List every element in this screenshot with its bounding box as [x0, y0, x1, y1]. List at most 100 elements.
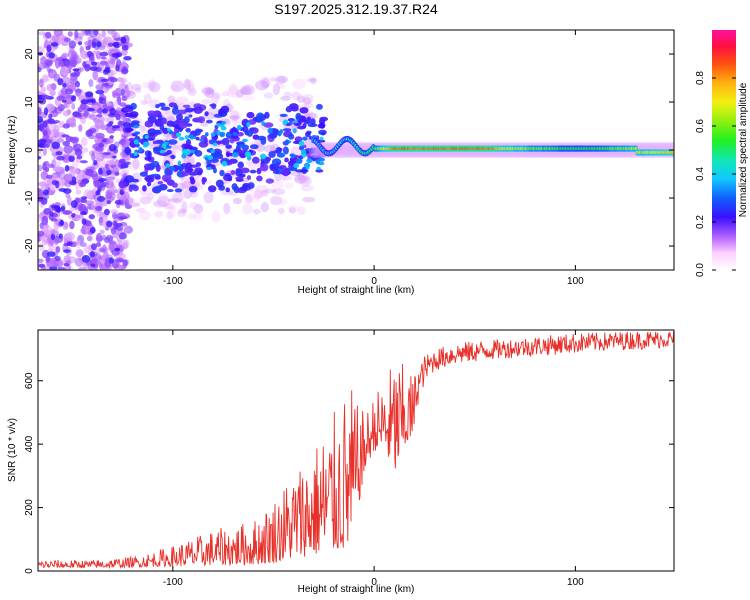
spectral-blob [97, 255, 103, 260]
spectral-blob [54, 255, 61, 262]
spectral-blob [215, 179, 224, 188]
spectrogram-x-tick-label: -100 [163, 276, 183, 287]
spectral-blob [167, 139, 178, 145]
spectral-blob [270, 76, 277, 82]
spectral-blob [104, 163, 109, 169]
spectral-blob [294, 174, 307, 184]
spectral-blob [183, 189, 193, 199]
spectral-blob [64, 88, 73, 95]
spectral-blob [99, 181, 107, 188]
spectral-blob [90, 61, 98, 66]
spectral-blob [72, 68, 80, 72]
spectral-blob [51, 245, 58, 254]
spectral-blob [188, 202, 199, 210]
spectral-blob [115, 112, 120, 117]
spectral-blob [287, 117, 295, 122]
spectral-blob [206, 119, 213, 124]
spectral-blob [152, 140, 158, 145]
spectral-blob [246, 192, 260, 203]
spectrogram-image [38, 30, 674, 270]
spectral-blob [342, 142, 353, 158]
spectral-blob [110, 110, 118, 114]
spectral-blob [193, 106, 203, 114]
spectral-blob [57, 267, 66, 270]
spectral-blob [171, 144, 178, 151]
spectral-blob [99, 60, 108, 66]
spectral-blob [298, 117, 306, 123]
spectral-blob [230, 169, 236, 175]
spectral-blob [133, 151, 138, 157]
spectral-blob [116, 243, 123, 249]
spectral-blob [79, 242, 87, 247]
snr-y-tick-label: 200 [24, 499, 35, 516]
spectral-blob [302, 97, 312, 105]
spectral-blob [82, 60, 87, 68]
spectral-blob [68, 155, 75, 163]
spectral-blob [107, 60, 115, 69]
spectral-blob [38, 258, 44, 264]
spectral-blob [312, 155, 319, 160]
snr-x-tick-label: 100 [567, 577, 584, 588]
spectral-blob [221, 121, 227, 125]
spectral-blob [210, 93, 220, 105]
spectral-blob [269, 195, 283, 206]
spectral-blob [182, 104, 191, 108]
spectral-blob [184, 144, 194, 150]
spectral-blob [88, 30, 98, 38]
spectral-blob [62, 140, 71, 147]
spectral-blob [188, 133, 194, 139]
spectral-blob [285, 139, 289, 145]
spectral-blob [42, 120, 48, 128]
spectral-blob [51, 34, 60, 43]
spectrogram-x-label: Height of straight line (km) [298, 285, 415, 296]
spectral-blob [205, 88, 215, 96]
spectral-blob [123, 225, 130, 233]
spectral-blob [86, 50, 93, 58]
spectral-blob [319, 157, 325, 162]
spectral-blob [109, 184, 117, 193]
spectral-blob [171, 107, 179, 115]
spectral-blob [238, 173, 246, 178]
spectral-blob [244, 151, 252, 158]
spectral-blob [65, 232, 75, 242]
spectral-blob [240, 85, 252, 96]
spectral-blob [44, 58, 53, 68]
spectral-blob [99, 51, 109, 57]
spectral-blob [220, 105, 230, 114]
spectral-blob [221, 190, 234, 196]
spectral-blob [263, 122, 274, 128]
spectral-blob [57, 78, 64, 86]
spectral-blob [39, 56, 47, 65]
spectral-blob [226, 86, 240, 98]
spectral-blob [268, 150, 276, 158]
spectral-blob [108, 236, 114, 245]
spectral-blob [300, 176, 310, 184]
spectral-blob [176, 210, 187, 218]
spectral-blob [69, 220, 75, 230]
spectral-blob [165, 145, 172, 149]
spectral-blob [43, 144, 51, 148]
spectral-blob [139, 196, 152, 205]
spectral-blob [77, 41, 83, 46]
spectral-blob [166, 211, 173, 220]
spectral-blob [114, 37, 122, 41]
spectral-blob [166, 189, 174, 193]
spectral-blob [110, 209, 119, 215]
spectral-blob [139, 171, 148, 177]
spectral-blob [178, 121, 188, 129]
spectral-blob [263, 144, 276, 153]
spectral-blob [124, 198, 130, 206]
spectral-blob [263, 92, 274, 99]
spectral-blob [109, 160, 117, 166]
spectral-blob [305, 164, 310, 170]
spectral-blob [239, 144, 244, 148]
spectral-blob [67, 31, 73, 37]
spectral-blob [283, 91, 293, 98]
spectral-blob [282, 146, 289, 155]
spectral-blob [38, 78, 44, 86]
spectral-blob [105, 176, 116, 181]
spectral-blob [107, 30, 115, 35]
spectral-blob [302, 196, 316, 203]
spectral-blob [190, 178, 196, 185]
spectral-blob [277, 207, 285, 215]
